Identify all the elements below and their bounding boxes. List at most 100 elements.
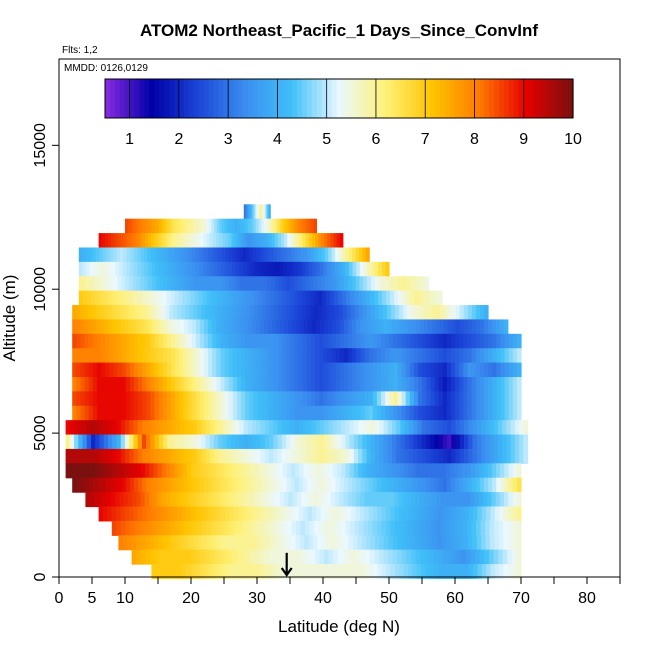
heatmap-cell: [199, 405, 205, 421]
heatmap-cell: [393, 376, 399, 392]
heatmap-cell: [460, 564, 466, 580]
heatmap-cell: [86, 448, 92, 464]
heatmap-cell: [409, 376, 415, 392]
heatmap-cell: [459, 477, 464, 493]
heatmap-cell: [205, 247, 210, 263]
heatmap-cell: [216, 233, 220, 249]
heatmap-cell: [332, 420, 338, 436]
heatmap-cell: [364, 333, 370, 349]
heatmap-cell: [220, 319, 225, 335]
heatmap-cell: [422, 405, 427, 421]
heatmap-cell: [80, 477, 86, 493]
heatmap-cell: [418, 477, 423, 493]
heatmap-cell: [411, 305, 416, 321]
heatmap-cell: [220, 348, 226, 364]
heatmap-cell: [194, 247, 199, 263]
colorbar-swatch: [164, 79, 170, 118]
heatmap-cell: [161, 463, 167, 479]
heatmap-cell: [405, 362, 411, 378]
heatmap-cell: [112, 319, 117, 335]
heatmap-cell: [177, 261, 182, 277]
heatmap-cell: [162, 333, 168, 349]
heatmap-cell: [133, 448, 139, 464]
heatmap-cell: [415, 305, 420, 321]
heatmap-cell: [395, 319, 401, 335]
heatmap-cell: [213, 434, 219, 450]
heatmap-cell: [182, 463, 188, 479]
heatmap-cell: [512, 348, 518, 364]
heatmap-cell: [420, 506, 426, 522]
heatmap-cell: [413, 348, 419, 364]
heatmap-cell: [416, 463, 422, 479]
heatmap-cell: [209, 549, 215, 565]
heatmap-cell: [305, 218, 310, 234]
heatmap-cell: [408, 434, 414, 450]
heatmap-cell: [370, 420, 376, 436]
heatmap-cell: [158, 405, 164, 421]
heatmap-cell: [179, 520, 185, 536]
heatmap-cell: [266, 290, 271, 306]
heatmap-cell: [149, 463, 154, 479]
heatmap-cell: [144, 463, 150, 479]
heatmap-cell: [195, 405, 201, 421]
heatmap-cell: [426, 362, 432, 378]
heatmap-cell: [370, 463, 376, 479]
heatmap-cell: [417, 276, 422, 292]
heatmap-cell: [72, 305, 77, 321]
heatmap-cell: [339, 319, 345, 335]
heatmap-cell: [165, 520, 171, 536]
heatmap-cell: [345, 247, 350, 263]
heatmap-cell: [144, 276, 149, 292]
heatmap-cell: [257, 348, 263, 364]
heatmap-cell: [358, 434, 363, 450]
heatmap-cell: [367, 276, 372, 292]
heatmap-cell: [315, 362, 320, 378]
heatmap-cell: [184, 535, 190, 551]
heatmap-cell: [232, 319, 237, 335]
heatmap-cell: [269, 362, 275, 378]
heatmap-cell: [341, 261, 346, 277]
heatmap-cell: [92, 333, 98, 349]
heatmap-cell: [282, 391, 287, 407]
heatmap-cell: [323, 405, 329, 421]
heatmap-cell: [198, 506, 204, 522]
heatmap-cell: [76, 391, 82, 407]
heatmap-cell: [128, 276, 134, 292]
heatmap-cell: [508, 477, 514, 493]
heatmap-cell: [294, 333, 300, 349]
heatmap-cell: [155, 564, 161, 580]
heatmap-cell: [141, 448, 147, 464]
heatmap-cell: [329, 506, 335, 522]
colorbar-swatch: [114, 79, 121, 118]
heatmap-cell: [331, 362, 337, 378]
heatmap-cell: [229, 535, 235, 551]
colorbar: 1 2 3 4 5 6 7 8 9 10: [104, 78, 582, 148]
heatmap-cell: [118, 290, 124, 306]
heatmap-cell: [224, 405, 230, 421]
heatmap-cell: [273, 391, 279, 407]
heatmap-cell: [99, 463, 104, 479]
heatmap-cell: [237, 535, 243, 551]
heatmap-cell: [243, 448, 249, 464]
heatmap-cell: [129, 434, 135, 450]
heatmap-cell: [372, 506, 378, 522]
heatmap-cell: [113, 405, 119, 421]
heatmap-cell: [487, 463, 493, 479]
heatmap-cell: [327, 391, 333, 407]
heatmap-cell: [273, 348, 279, 364]
colorbar-swatch: [479, 79, 485, 118]
heatmap-cell: [93, 261, 98, 277]
heatmap-cell: [420, 463, 426, 479]
heatmap-cell: [195, 492, 201, 508]
heatmap-cell: [356, 362, 362, 378]
heatmap-cell: [421, 448, 427, 464]
heatmap-cell: [426, 348, 432, 364]
heatmap-cell: [331, 391, 337, 407]
heatmap-cell: [338, 506, 344, 522]
heatmap-cell: [443, 319, 449, 335]
heatmap-cell: [459, 333, 464, 349]
heatmap-cell: [197, 305, 202, 321]
heatmap-cell: [184, 261, 189, 277]
colorbar-tick-label: 10: [564, 131, 582, 148]
heatmap-cell: [105, 477, 110, 493]
